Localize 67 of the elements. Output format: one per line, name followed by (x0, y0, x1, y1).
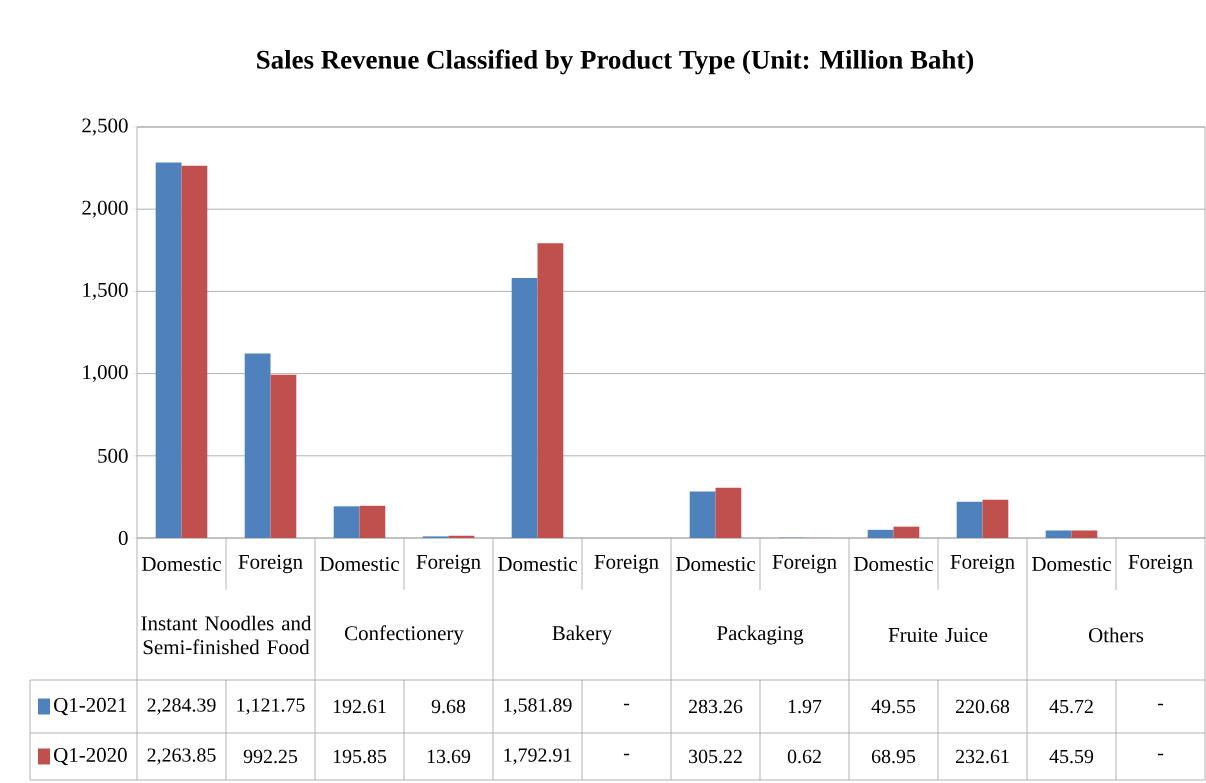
bar (867, 529, 894, 538)
bar (511, 277, 538, 538)
bar (333, 506, 360, 538)
data-label: 0.62 (787, 749, 821, 764)
x-tick-label: Domestic (320, 556, 399, 572)
data-label: 305.22 (689, 749, 742, 764)
bar (1045, 530, 1072, 538)
y-tick-label: 2,500 (82, 118, 128, 136)
data-label: 232.61 (955, 749, 1009, 764)
text: Others (1088, 627, 1144, 643)
bar (689, 491, 716, 538)
data-label: 220.68 (955, 699, 1010, 714)
x-tick-label: Foreign (950, 554, 1015, 574)
x-tick-label: Foreign (1128, 554, 1193, 574)
x-tick-label: Foreign (416, 554, 481, 574)
bar (982, 499, 1009, 538)
data-label: 68.95 (871, 749, 916, 764)
data-label: 45.72 (1049, 699, 1093, 714)
bar (181, 165, 208, 538)
chart-title: Sales Revenue Classified by Product Type (Unit: Million Baht) (257, 49, 974, 75)
y-tick-label: 1,000 (83, 365, 128, 383)
x-tick-label: Domestic (498, 556, 577, 572)
data-label: 45.59 (1049, 749, 1094, 764)
x-tick-label: Domestic (142, 556, 221, 572)
bar (956, 501, 983, 538)
bar (715, 487, 742, 538)
bar (244, 353, 271, 538)
text: Instant Noodles and Semi-finished Food (141, 615, 312, 655)
data-label: 1,121.75 (237, 698, 305, 715)
data-label: 1,792.91 (504, 748, 572, 765)
data-label: 195.85 (333, 749, 387, 764)
y-tick-label: 1,500 (83, 282, 128, 300)
data-label: 283.26 (688, 699, 743, 714)
text: - (1157, 753, 1164, 756)
x-tick-label: Domestic (1032, 556, 1111, 572)
bar (1071, 530, 1098, 538)
y-tick-label: 2,000 (82, 200, 128, 218)
data-label: 1.97 (788, 699, 822, 714)
text: - (623, 703, 630, 706)
data-label: 992.25 (243, 749, 298, 764)
x-tick-label: Domestic (676, 556, 755, 572)
bar (270, 374, 297, 538)
text: - (623, 753, 630, 756)
legend-label: Q1-2021 (54, 697, 127, 716)
bar (155, 162, 182, 538)
legend-label: Q1-2020 (54, 747, 127, 766)
data-label: 13.69 (427, 749, 471, 764)
x-tick-label: Domestic (854, 556, 933, 572)
x-tick-label: Foreign (594, 554, 659, 574)
x-tick-label: Foreign (772, 554, 837, 574)
data-label: 49.55 (871, 699, 916, 714)
data-label: 2,263.85 (147, 748, 216, 765)
text: - (1157, 703, 1164, 706)
data-label: 2,284.39 (147, 698, 216, 715)
bar (537, 243, 564, 538)
y-tick-label: 500 (98, 448, 128, 463)
bar (359, 505, 386, 538)
x-tick-label: Foreign (238, 554, 303, 574)
data-label: 1,581.89 (504, 698, 572, 715)
bar (893, 526, 920, 538)
text: Bakery (552, 625, 613, 645)
text: Packaging (717, 625, 804, 645)
text: Fruite Juice (888, 627, 988, 643)
data-label: 9.68 (431, 699, 466, 714)
y-tick-label: 0 (118, 530, 128, 546)
text: Confectionery (345, 625, 464, 645)
data-label: 192.61 (333, 699, 386, 714)
